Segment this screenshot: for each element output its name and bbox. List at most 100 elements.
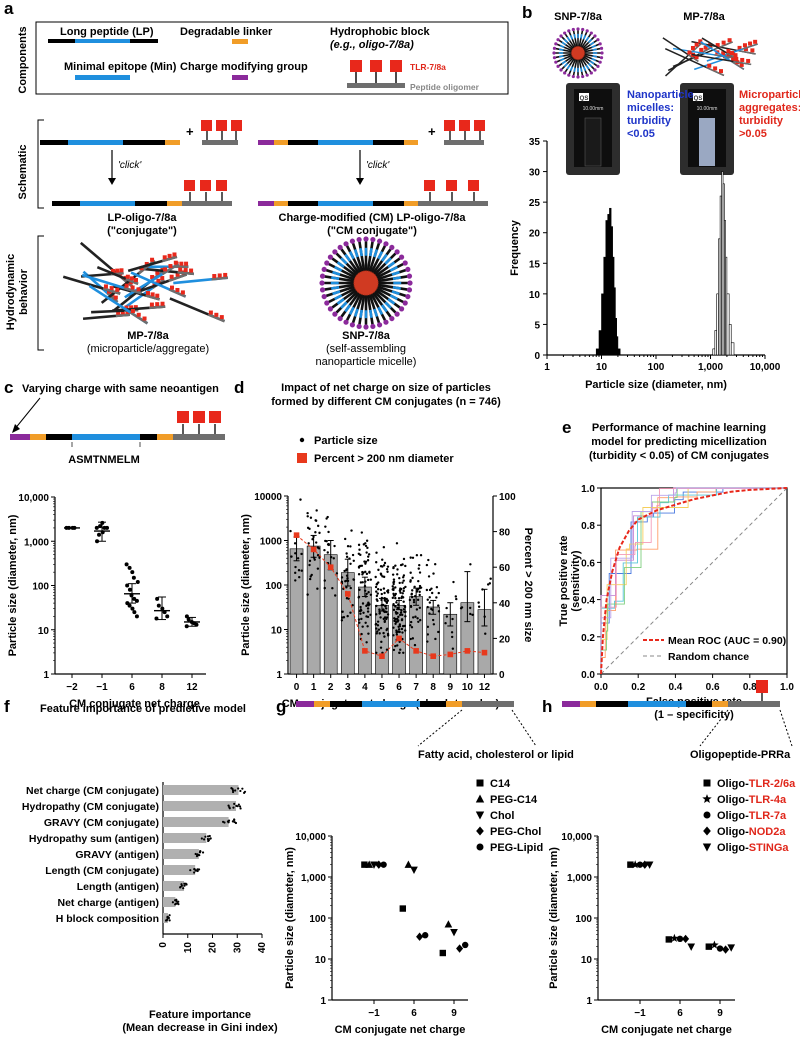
d-point [365,641,368,644]
g-zoom-line [417,709,463,747]
aggregate-tlr [694,42,699,47]
d-point [358,588,361,591]
d-point [399,591,402,594]
aggregate-tlr [699,47,704,52]
micelle-charge [593,34,597,38]
d-point [486,583,490,586]
c-point [131,575,136,580]
micelle-charge [406,273,413,279]
d-point [484,632,487,635]
d-x-tick-label: 2 [328,682,334,693]
e-y-tick-label: 0.0 [581,670,595,681]
aggregate-oligomer [736,49,756,55]
d-point [361,625,364,628]
aggregate-tlr [136,287,141,292]
micelle-strand [345,292,363,321]
d-point [394,586,397,589]
conjugate-label-2: ("conjugate") [107,225,177,237]
micelle-epitope [566,64,571,70]
f-point [175,902,178,905]
micelle-charge [327,254,334,260]
f-point [177,900,180,903]
d-point [349,611,352,614]
snp-micelle-illustration [319,236,413,330]
h-point [722,945,730,954]
chart-e-roc: 0.00.0 0.2 0.2 0.4 0.4 0.6 0.6 0.8 0.8 1.0 1.0 Mean… [558,484,794,721]
g-legend-marker [476,779,484,787]
b-hist-bar [603,256,607,356]
d-point [401,581,404,584]
c-point [95,539,100,544]
g-legend-label: Chol [490,810,514,822]
d-point [327,530,330,534]
aggregate-oligomer [687,53,699,62]
h-molecule [562,680,780,707]
micelle-epitope [387,261,396,269]
aggregate-tlr [120,310,125,315]
b-hist-bar [616,336,619,356]
d-point [375,651,378,654]
h-point [645,861,654,869]
aggregate-oligomer [161,255,178,263]
d-point [346,545,350,548]
d-point [352,578,356,581]
aggregate-tlr [150,292,155,297]
d-point [397,625,400,628]
d-point [400,627,404,631]
label-peptide-oligomer: Peptide oligomer [410,82,480,92]
micelle-epitope [592,48,597,51]
aggregate-tlr [698,39,703,44]
d-point [455,597,458,601]
micelle-charge [563,71,567,75]
d-point [418,606,422,610]
d-point [386,591,390,594]
micelle-epitope [353,249,359,258]
e-x-tick-label: 0.0 [594,682,608,693]
micelle-charge [552,46,557,50]
d-point [396,573,399,576]
f-bar [163,785,239,795]
snp-name: SNP-7/8a [342,330,391,342]
d-y2-tick-label: 40 [499,599,511,610]
g-legend-label: C14 [490,778,511,790]
d-point [410,625,414,629]
plus-sign: + [186,124,194,139]
b-title-mp: MP-7/8a [683,11,725,23]
aggregate-tlr [753,39,758,44]
h-legend-suffix: TLR-4a [749,794,787,806]
micelle-charge [571,74,575,79]
panel-letter-a: a [4,0,14,18]
d-point [427,558,430,562]
c-y-label: Particle size (diameter, nm) [7,514,19,656]
d-y2-tick-label: 100 [499,492,516,503]
aggregate-tlr [144,261,149,266]
d-point [394,596,397,600]
aggregate-oligomer [207,313,226,323]
g-point [370,861,378,869]
d-point [391,596,395,600]
d-point [386,634,390,637]
d-point [349,586,352,590]
d-point [369,593,373,596]
micelle-epitope [559,48,564,51]
aggregate-tlr [115,268,120,273]
f-bar [163,865,196,875]
d-point [359,612,362,615]
d-point [314,541,318,544]
aggregate-oligomer [125,277,139,286]
micelle-strand [345,245,363,274]
d-percent-point [464,648,471,654]
micelle-strand [369,245,387,274]
d-point [349,545,352,548]
d-point [376,592,380,595]
d-point [375,561,378,564]
f-point [203,838,206,841]
d-point [398,576,401,580]
d-point [364,562,367,565]
micelle-charge [589,71,593,75]
g-point [416,932,424,941]
d-point [308,563,311,567]
mp-note-3: turbidity [739,115,784,127]
h-point [687,943,696,951]
f-point [166,916,169,919]
